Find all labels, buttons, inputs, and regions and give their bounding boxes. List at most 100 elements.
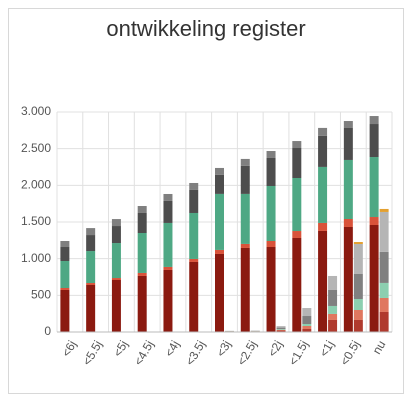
bar-segment [86,284,96,332]
bar-segment [60,247,70,262]
bar-segment [137,272,147,276]
y-tick-label: 1.500 [21,214,51,228]
bar-segment [379,297,389,312]
y-tick-label: 2.000 [21,178,51,192]
bar-segment [318,135,328,167]
bar-segment [276,329,286,331]
bar-segment [353,310,363,320]
bar-segment [240,247,250,332]
bar-segment [379,211,389,252]
bar-segment [353,273,363,299]
bar-segment [318,166,328,223]
bar-segment [353,299,363,310]
bar-segment [266,247,276,332]
bar-segment [369,157,379,218]
bar-segment [60,240,70,248]
bar-segment [318,222,328,231]
bar-segment [343,226,353,332]
bar-segment [86,228,96,236]
bar-segment [302,308,312,317]
bar-segment [111,219,121,227]
bar-segment [215,253,224,332]
bar-segment [369,124,379,158]
bar-segment [353,242,363,244]
bar-segment [60,289,70,332]
y-tick-label: 0 [44,324,51,338]
bar-segment [379,251,389,283]
bar-segment [276,329,286,330]
bar-segment [111,278,121,281]
bar-segment [318,230,328,332]
bar-segment [215,193,224,250]
bar-segment [111,243,121,279]
bar-segment [292,148,302,178]
bar-segment [215,167,224,175]
bar-segment [343,121,353,128]
bar-segment [343,127,353,160]
bar-segment [86,251,96,284]
bar-segment [379,208,389,212]
bar-segment [292,141,302,149]
bar-segment [86,235,96,252]
bar-segment [328,289,338,306]
bar-segment [343,218,353,227]
bar-segment [318,127,328,136]
bar-segment [379,311,389,332]
bar-segment [137,233,147,273]
bar-segment [163,222,173,267]
y-tick-label: 1.000 [21,251,51,265]
bar-segment [353,244,363,274]
bar-segment [266,151,276,158]
bar-segment [163,269,173,332]
bar-segment [276,327,286,330]
bar-segment [189,258,199,262]
bar-segment [292,178,302,232]
bar-segment [60,288,70,290]
bar-segment [328,275,338,290]
bar-segment [302,316,312,325]
bar-segment [189,261,199,332]
bar-segment [302,328,312,332]
y-tick-label: 3.000 [21,104,51,118]
bar-segment [189,182,199,190]
bar-segment [266,185,276,241]
bar-segment [111,226,121,244]
bar-segment [369,116,379,125]
bar-segment [353,319,363,332]
bar-segment [215,249,224,254]
bar-segment [163,193,173,201]
bar-segment [137,206,147,213]
bar-segment [276,330,286,332]
bar-segment [328,319,338,332]
bar-segment [240,158,250,166]
bar-segment [266,240,276,248]
bar-segment [379,282,389,298]
bar-segment [328,313,338,320]
y-tick-label: 2.500 [21,141,51,155]
bar-segment [266,157,276,186]
bar-segment [189,189,199,213]
bar-segment [240,243,250,248]
bar-segment [292,231,302,238]
chart-frame [8,8,404,394]
bar-segment [137,275,147,332]
bar-segment [215,174,224,194]
x-tick-label: nu [370,338,389,357]
y-tick-label: 500 [31,288,51,302]
bar-segment [111,280,121,332]
bar-segment [369,225,379,332]
chart-title: ontwikkeling register [106,16,305,41]
bar-segment [240,165,250,194]
bar-segment [369,217,379,226]
bar-segment [60,261,70,288]
bar-segment [189,212,199,259]
bar-segment [137,212,147,233]
bar-segment [328,305,338,314]
bar-segment [276,326,286,328]
bar-segment [163,266,173,270]
bar-segment [86,283,96,285]
bar-segment [302,324,312,326]
bar-segment [343,159,353,219]
bar-segment [292,237,302,332]
